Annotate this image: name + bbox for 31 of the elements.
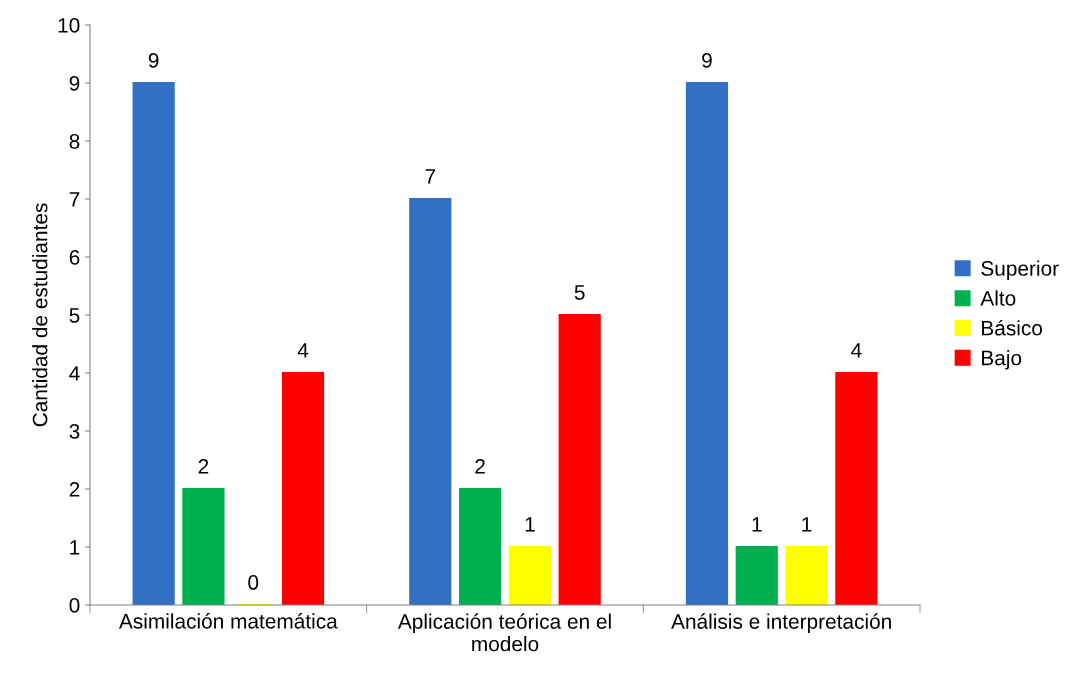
y-tick-label: 4 — [69, 366, 80, 381]
data-label: 2 — [475, 459, 485, 474]
data-label: 0 — [248, 575, 259, 590]
data-label: 1 — [802, 517, 812, 532]
y-tick-label: 0 — [69, 598, 80, 613]
y-tick-label: 2 — [69, 482, 80, 497]
y-axis-title: Cantidad de estudiantes — [32, 203, 48, 427]
data-label: 7 — [425, 169, 436, 184]
data-label: 5 — [574, 285, 585, 300]
data-label: 1 — [752, 517, 762, 532]
data-label: 9 — [702, 53, 712, 68]
x-tick-label: Aplicación teórica en el modelo — [397, 613, 611, 652]
legend-label: Bajo — [982, 350, 1022, 370]
data-label: 9 — [148, 53, 159, 68]
y-tick-label: 7 — [69, 192, 80, 207]
legend-label: Básico — [982, 319, 1043, 336]
data-label: 4 — [851, 343, 862, 358]
y-tick-label: 1 — [70, 540, 80, 555]
x-tick-label: Asimilación matemática — [118, 613, 338, 629]
x-tick-label: Análisis e interpretación — [671, 613, 891, 633]
data-label: 4 — [297, 343, 309, 358]
y-tick-label: 9 — [69, 76, 80, 91]
y-tick-label: 10 — [58, 18, 80, 33]
y-tick-label: 6 — [69, 250, 80, 265]
data-label: 2 — [198, 459, 209, 474]
y-tick-label: 3 — [69, 424, 80, 439]
data-label: 1 — [525, 517, 535, 532]
legend-label: Alto — [980, 290, 1016, 306]
y-tick-label: 8 — [69, 134, 80, 149]
legend-label: Superior — [981, 260, 1059, 280]
y-tick-label: 5 — [69, 308, 80, 323]
